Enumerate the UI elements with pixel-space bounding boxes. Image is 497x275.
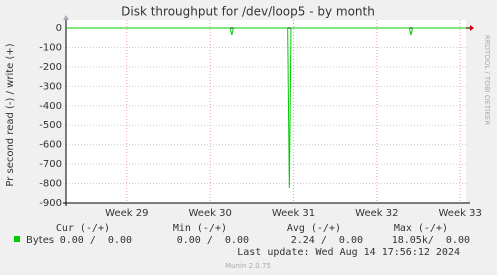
x-tick-label: Week 29 bbox=[105, 208, 148, 219]
y-tick-label: -300 bbox=[39, 81, 62, 92]
y-tick-label: -500 bbox=[39, 120, 62, 131]
x-tick-label: Week 31 bbox=[272, 208, 315, 219]
summary-cell: 18.05k/ 0.00 bbox=[392, 235, 470, 246]
summary-header: Avg (-/+) bbox=[287, 223, 341, 234]
y-tick-label: -900 bbox=[39, 198, 62, 209]
summary-cell: 0.00 / 0.00 bbox=[177, 235, 249, 246]
legend-entry: Bytes bbox=[26, 235, 54, 246]
y-tick-label: -800 bbox=[39, 179, 62, 190]
y-tick-label: -100 bbox=[39, 42, 62, 53]
plot-area bbox=[66, 20, 466, 203]
y-tick-label: -200 bbox=[39, 62, 62, 73]
x-tick-label: Week 33 bbox=[439, 208, 482, 219]
axis-arrow bbox=[63, 15, 69, 20]
summary-cell: 2.24 / 0.00 bbox=[291, 235, 363, 246]
axis-arrow bbox=[470, 25, 474, 31]
y-tick-label: -600 bbox=[39, 140, 62, 151]
last-update: Last update: Wed Aug 14 17:56:12 2024 bbox=[237, 247, 460, 258]
y-tick-label: 0 bbox=[56, 23, 62, 34]
summary-header: Cur (-/+) bbox=[56, 223, 110, 234]
chart-title: Disk throughput for /dev/loop5 - by mont… bbox=[121, 5, 375, 19]
footer: Munin 2.0.75 bbox=[225, 262, 271, 270]
summary-header: Max (-/+) bbox=[394, 223, 448, 234]
summary-cell: 0.00 / 0.00 bbox=[60, 235, 132, 246]
y-tick-label: -400 bbox=[39, 101, 62, 112]
y-tick-label: -700 bbox=[39, 159, 62, 170]
summary-header: Min (-/+) bbox=[173, 223, 227, 234]
x-tick-label: Week 30 bbox=[189, 208, 232, 219]
side-label: RRDTOOL / TOBI OETIKER bbox=[483, 35, 491, 125]
y-axis-label: Pr second read (-) / write (+) bbox=[5, 43, 16, 186]
x-tick-label: Week 32 bbox=[355, 208, 398, 219]
legend-swatch bbox=[14, 236, 20, 242]
